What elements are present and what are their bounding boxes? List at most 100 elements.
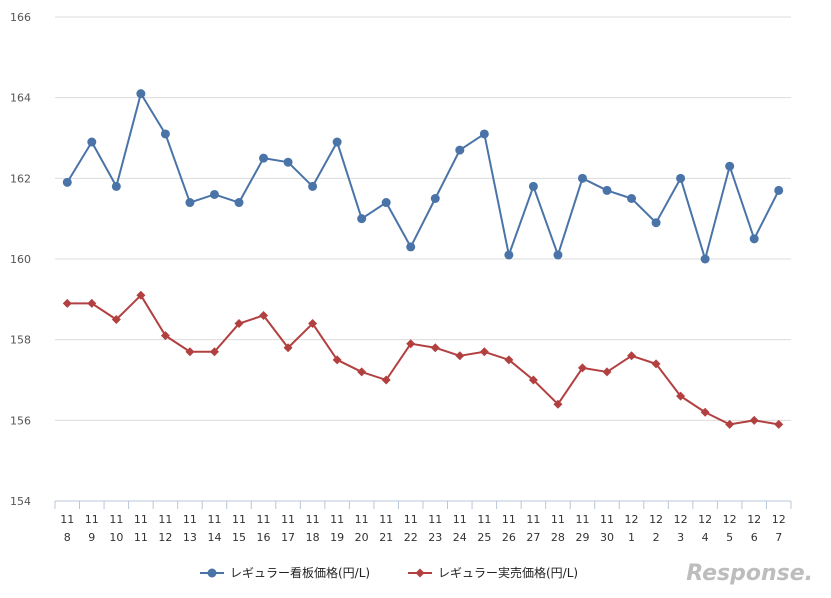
data-point <box>504 355 514 365</box>
legend-marker <box>415 568 425 578</box>
x-tick-month: 11 <box>526 513 540 526</box>
x-tick-month: 11 <box>404 513 418 526</box>
x-tick-day: 18 <box>306 531 320 544</box>
x-tick-month: 11 <box>134 513 148 526</box>
data-point <box>749 415 759 425</box>
data-point <box>283 343 293 353</box>
data-point <box>774 185 784 195</box>
data-point <box>160 129 170 139</box>
data-point <box>749 234 759 244</box>
x-tick-month: 12 <box>625 513 639 526</box>
x-tick-day: 12 <box>158 531 172 544</box>
legend-item-1: レギュラー看板価格(円/L) <box>200 565 370 580</box>
x-tick-month: 11 <box>355 513 369 526</box>
data-point <box>185 347 195 357</box>
legend-label: レギュラー実売価格(円/L) <box>438 565 578 580</box>
x-tick-month: 12 <box>772 513 786 526</box>
x-tick-month: 11 <box>379 513 393 526</box>
x-tick-day: 21 <box>379 531 393 544</box>
data-point <box>725 419 735 429</box>
data-point <box>259 310 269 320</box>
x-tick-month: 11 <box>600 513 614 526</box>
x-tick-month: 11 <box>183 513 197 526</box>
data-point <box>62 298 72 308</box>
legend: レギュラー看板価格(円/L) レギュラー実売価格(円/L) <box>200 565 578 580</box>
x-tick-month: 11 <box>257 513 271 526</box>
x-tick-day: 14 <box>207 531 221 544</box>
series-1 <box>62 89 784 264</box>
x-tick-day: 10 <box>109 531 123 544</box>
data-point <box>209 189 219 199</box>
x-tick-day: 24 <box>453 531 467 544</box>
x-tick-day: 1 <box>628 531 635 544</box>
x-tick-month: 11 <box>428 513 442 526</box>
data-point <box>627 351 637 361</box>
data-point <box>430 343 440 353</box>
x-tick-day: 15 <box>232 531 246 544</box>
x-tick-month: 11 <box>109 513 123 526</box>
data-point <box>725 161 735 171</box>
data-point <box>357 214 367 224</box>
x-tick-month: 11 <box>306 513 320 526</box>
data-point <box>111 181 121 191</box>
x-tick-month: 11 <box>551 513 565 526</box>
data-point <box>62 177 72 187</box>
x-tick-day: 20 <box>355 531 369 544</box>
x-tick-month: 12 <box>723 513 737 526</box>
data-point <box>504 250 514 260</box>
x-tick-day: 23 <box>428 531 442 544</box>
data-point <box>136 290 146 300</box>
x-tick-month: 11 <box>85 513 99 526</box>
legend-marker <box>207 568 217 578</box>
data-point <box>406 242 416 252</box>
data-point <box>651 359 661 369</box>
data-point <box>381 375 391 385</box>
data-point <box>528 181 538 191</box>
response-watermark-logo: Response. <box>686 561 813 586</box>
data-point <box>602 367 612 377</box>
data-point <box>430 194 440 203</box>
grid-lines <box>55 16 791 421</box>
x-tick-day: 25 <box>477 531 491 544</box>
y-tick-label: 166 <box>10 11 31 24</box>
data-point <box>479 129 489 139</box>
x-tick-month: 11 <box>232 513 246 526</box>
data-point <box>479 347 489 357</box>
x-tick-day: 7 <box>775 531 782 544</box>
data-point <box>234 198 244 208</box>
y-tick-label: 156 <box>10 414 31 427</box>
series-line <box>66 92 780 260</box>
x-tick-month: 11 <box>60 513 74 526</box>
x-tick-month: 12 <box>674 513 688 526</box>
data-point <box>308 181 318 191</box>
x-tick-day: 28 <box>551 531 565 544</box>
data-point <box>577 363 587 373</box>
data-point <box>234 319 244 329</box>
x-tick-month: 11 <box>477 513 491 526</box>
x-tick-day: 27 <box>526 531 540 544</box>
data-point <box>160 331 170 341</box>
data-point <box>455 351 465 361</box>
x-tick-day: 30 <box>600 531 614 544</box>
data-point <box>528 375 538 385</box>
x-tick-day: 11 <box>134 531 148 544</box>
x-tick-day: 5 <box>726 531 733 544</box>
x-tick-day: 17 <box>281 531 295 544</box>
data-point <box>651 218 661 228</box>
y-tick-label: 158 <box>10 334 31 347</box>
data-point <box>332 355 342 365</box>
y-tick-label: 164 <box>10 92 31 105</box>
x-tick-day: 22 <box>404 531 418 544</box>
x-tick-month: 11 <box>575 513 589 526</box>
data-point <box>700 254 710 264</box>
y-tick-label: 160 <box>10 253 31 266</box>
series-2 <box>62 290 784 429</box>
x-tick-month: 11 <box>281 513 295 526</box>
data-point <box>406 339 416 349</box>
data-point <box>676 391 686 401</box>
x-tick-month: 12 <box>649 513 663 526</box>
data-point <box>308 319 318 329</box>
x-tick-day: 3 <box>677 531 684 544</box>
series-line <box>67 294 779 426</box>
data-point <box>676 173 686 183</box>
